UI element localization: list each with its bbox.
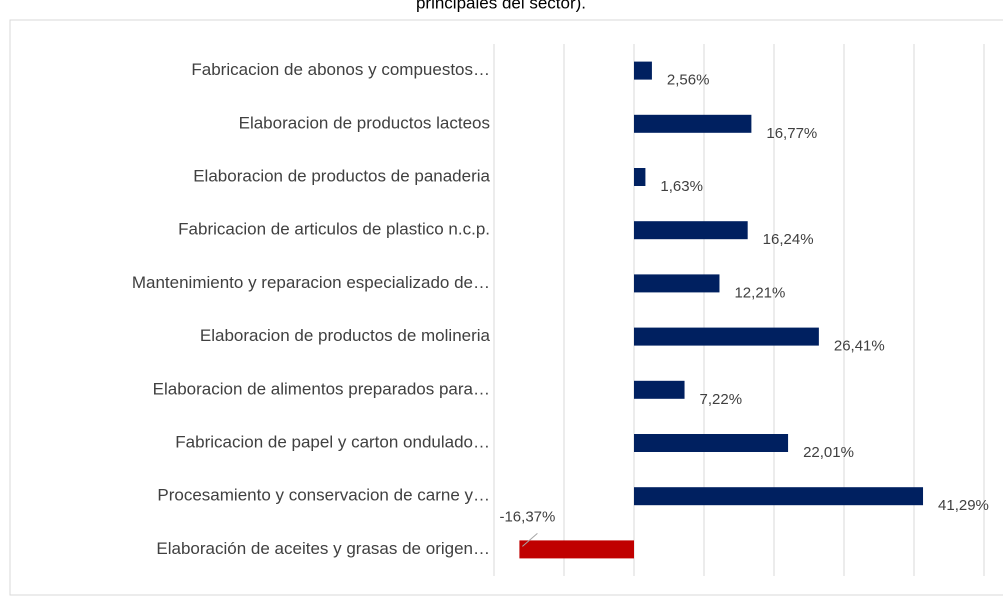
data-label: 1,63%	[660, 178, 703, 195]
y-tick-label: Fabricacion de abonos y compuestos…	[191, 60, 490, 79]
data-label: 26,41%	[834, 338, 885, 355]
bar	[634, 61, 652, 80]
y-tick-label: Elaboracion de alimentos preparados para…	[153, 379, 490, 398]
data-label: 41,29%	[938, 497, 989, 514]
bar	[634, 327, 819, 346]
data-label: 16,24%	[763, 231, 814, 248]
y-tick-label: Elaboración de aceites y grasas de orige…	[156, 539, 490, 558]
y-tick-label: Elaboracion de productos de molineria	[200, 326, 491, 345]
data-label: 2,56%	[667, 72, 710, 89]
y-tick-label: Mantenimiento y reparacion especializado…	[132, 273, 490, 292]
bar	[519, 540, 634, 559]
chart-title: principales del sector).	[416, 0, 586, 12]
data-label: -16,37%	[499, 508, 555, 525]
y-tick-label: Procesamiento y conservacion de carne y…	[157, 486, 490, 505]
data-label: 7,22%	[700, 391, 743, 408]
y-tick-label: Elaboracion de productos lacteos	[239, 113, 490, 132]
leader-line	[522, 533, 538, 547]
bar	[634, 274, 720, 293]
bar	[634, 487, 924, 506]
data-label: 22,01%	[803, 444, 854, 461]
bar	[634, 380, 685, 399]
data-label: 16,77%	[766, 125, 817, 142]
y-tick-label: Fabricacion de articulos de plastico n.c…	[178, 220, 490, 239]
bar	[634, 114, 752, 133]
y-tick-label: Fabricacion de papel y carton ondulado…	[175, 432, 490, 451]
y-tick-label: Elaboracion de productos de panaderia	[193, 166, 490, 185]
chart-border	[9, 19, 1003, 596]
bar	[634, 221, 748, 240]
bar	[634, 434, 789, 452]
data-label: 12,21%	[734, 284, 785, 301]
bar	[634, 168, 646, 186]
